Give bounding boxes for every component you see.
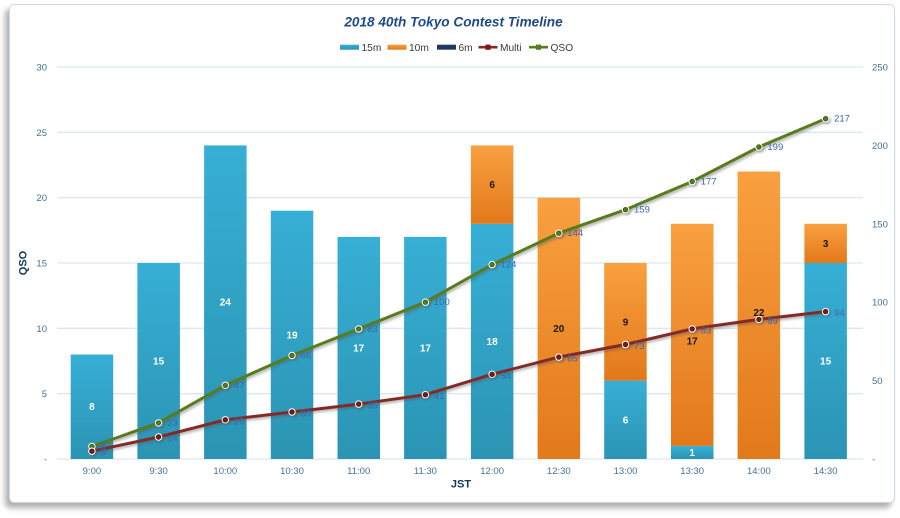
svg-text:24: 24	[220, 298, 232, 309]
svg-text:Multi: Multi	[500, 43, 522, 54]
svg-text:15: 15	[153, 357, 165, 368]
svg-text:15m: 15m	[362, 43, 382, 54]
svg-text:11:30: 11:30	[414, 466, 437, 477]
svg-text:150: 150	[872, 219, 888, 230]
svg-text:10:30: 10:30	[280, 466, 304, 477]
svg-text:177: 177	[701, 177, 717, 188]
svg-text:15: 15	[36, 259, 47, 270]
svg-text:5: 5	[42, 389, 47, 400]
svg-text:-: -	[872, 455, 875, 466]
svg-text:6m: 6m	[459, 43, 473, 54]
svg-text:-: -	[44, 455, 47, 466]
svg-text:12:00: 12:00	[480, 466, 504, 477]
svg-text:9:30: 9:30	[149, 466, 168, 477]
svg-text:23: 23	[167, 418, 178, 429]
svg-text:73: 73	[634, 341, 645, 352]
svg-text:13:30: 13:30	[680, 466, 704, 477]
svg-text:10: 10	[36, 324, 47, 335]
svg-text:8: 8	[89, 402, 95, 413]
svg-text:19: 19	[286, 330, 298, 341]
svg-text:JST: JST	[451, 479, 471, 491]
svg-text:3: 3	[823, 239, 829, 250]
svg-text:17: 17	[353, 343, 365, 354]
svg-text:9:00: 9:00	[83, 466, 102, 477]
svg-text:17: 17	[687, 336, 699, 347]
svg-text:100: 100	[872, 298, 888, 309]
svg-text:QSO: QSO	[18, 250, 30, 275]
svg-text:14:30: 14:30	[814, 466, 838, 477]
svg-text:8: 8	[100, 442, 105, 453]
svg-text:2018 40th Tokyo Contest Timeli: 2018 40th Tokyo Contest Timeline	[343, 15, 563, 30]
svg-text:83: 83	[367, 324, 378, 335]
svg-text:17: 17	[420, 343, 432, 354]
svg-text:20: 20	[553, 324, 565, 335]
svg-text:124: 124	[501, 260, 517, 271]
svg-text:41: 41	[434, 391, 445, 402]
svg-text:14:00: 14:00	[747, 466, 771, 477]
svg-text:13:00: 13:00	[614, 466, 638, 477]
svg-text:199: 199	[767, 142, 783, 153]
svg-text:89: 89	[767, 316, 778, 327]
svg-text:20: 20	[36, 193, 47, 204]
svg-text:83: 83	[701, 325, 712, 336]
svg-text:144: 144	[567, 228, 583, 239]
svg-text:25: 25	[234, 416, 245, 427]
svg-text:12:30: 12:30	[547, 466, 571, 477]
svg-text:18: 18	[487, 337, 499, 348]
svg-text:11:00: 11:00	[347, 466, 370, 477]
svg-text:94: 94	[834, 308, 845, 319]
svg-text:10m: 10m	[409, 43, 429, 54]
svg-text:30: 30	[36, 63, 47, 74]
svg-text:159: 159	[634, 205, 650, 216]
svg-text:250: 250	[872, 63, 888, 74]
svg-text:14: 14	[167, 434, 178, 445]
svg-text:9: 9	[623, 317, 629, 328]
svg-text:65: 65	[567, 354, 578, 365]
svg-text:10:00: 10:00	[213, 466, 237, 477]
svg-text:66: 66	[301, 351, 312, 362]
svg-text:22: 22	[753, 308, 765, 319]
svg-text:47: 47	[234, 380, 245, 391]
svg-text:200: 200	[872, 141, 888, 152]
svg-text:50: 50	[872, 376, 883, 387]
svg-text:30: 30	[301, 409, 312, 420]
svg-text:QSO: QSO	[551, 43, 574, 54]
svg-text:217: 217	[834, 114, 850, 125]
svg-text:1: 1	[689, 448, 695, 459]
svg-text:25: 25	[36, 128, 47, 139]
svg-text:6: 6	[623, 415, 629, 426]
svg-text:100: 100	[434, 297, 450, 308]
svg-text:5: 5	[100, 448, 105, 459]
svg-text:54: 54	[501, 371, 512, 382]
svg-text:15: 15	[820, 357, 832, 368]
svg-text:35: 35	[367, 401, 378, 412]
svg-text:6: 6	[489, 180, 495, 191]
